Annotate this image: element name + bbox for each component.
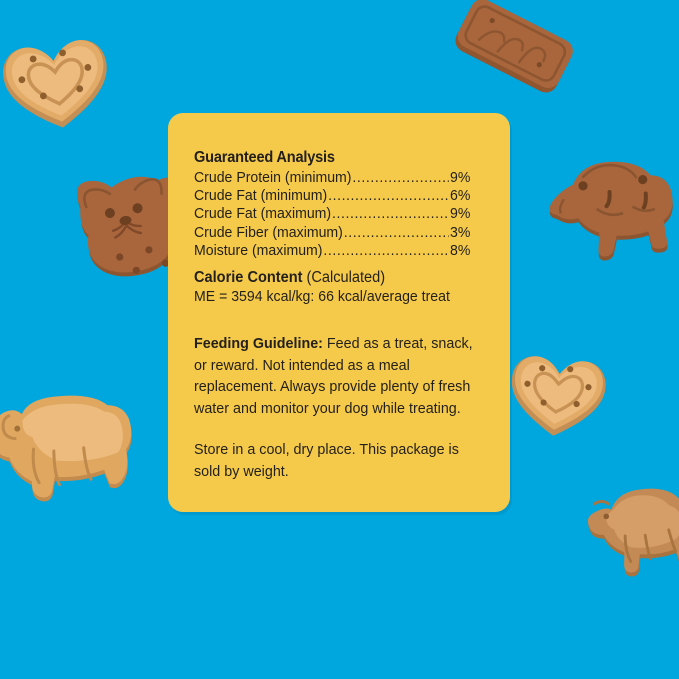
feeding-guideline-label: Feeding Guideline: [194, 335, 323, 353]
table-row: Crude Fat (maximum) ....................… [194, 205, 470, 223]
nutrition-info-card: Guaranteed Analysis Crude Protein (minim… [168, 113, 510, 512]
ga-label: Crude Fiber (maximum) [194, 223, 343, 241]
feeding-guideline-paragraph: Feeding Guideline: Feed as a treat, snac… [194, 333, 475, 419]
leader-dots: ........................................… [343, 223, 449, 241]
storage-paragraph: Store in a cool, dry place. This package… [194, 441, 459, 480]
calorie-content-qualifier: (Calculated) [302, 269, 386, 287]
ga-label: Moisture (maximum) [194, 241, 323, 259]
elephant-biscuit-right [541, 152, 679, 274]
calorie-content-label: Calorie Content [194, 269, 303, 287]
table-row: Crude Fiber (maximum) ..................… [194, 224, 470, 242]
leader-dots: ........................................… [332, 205, 450, 223]
dogface-biscuit-left [63, 163, 195, 295]
table-row: Crude Fat (minimum) ....................… [194, 187, 470, 205]
heart-biscuit-right [502, 338, 614, 442]
calorie-content-heading: Calorie Content (Calculated) [194, 269, 470, 287]
table-row: Moisture (maximum) .....................… [194, 242, 470, 260]
heart-biscuit-top-left [0, 22, 118, 135]
ga-value: 9% [449, 205, 471, 223]
certification-badges: MADE IN THE USA MADE WITH N Ø [0, 528, 679, 648]
guaranteed-analysis-title: Guaranteed Analysis [194, 149, 335, 166]
feeding-guideline-text: Feed as a treat, snack, or reward. Not i… [194, 335, 473, 417]
ga-label: Crude Fat (minimum) [194, 187, 328, 205]
table-row: Crude Protein (minimum) ................… [194, 169, 470, 187]
calorie-content-value: ME = 3594 kcal/kg: 66 kcal/average treat [194, 288, 450, 306]
ga-value: 8% [449, 241, 471, 259]
ga-value: 6% [449, 187, 471, 205]
ga-label: Crude Protein (minimum) [194, 169, 352, 186]
ga-value: 3% [449, 223, 471, 241]
leader-dots: ........................................… [352, 169, 449, 186]
buffalo-biscuit-bottom-left [0, 388, 136, 516]
leader-dots: ........................................… [323, 241, 450, 259]
ga-value: 9% [449, 169, 471, 186]
leader-dots: ........................................… [328, 187, 450, 205]
ga-label: Crude Fat (maximum) [194, 205, 332, 223]
bone-biscuit-top-right [449, 0, 577, 101]
animal-biscuit-bottom-right [583, 478, 679, 590]
